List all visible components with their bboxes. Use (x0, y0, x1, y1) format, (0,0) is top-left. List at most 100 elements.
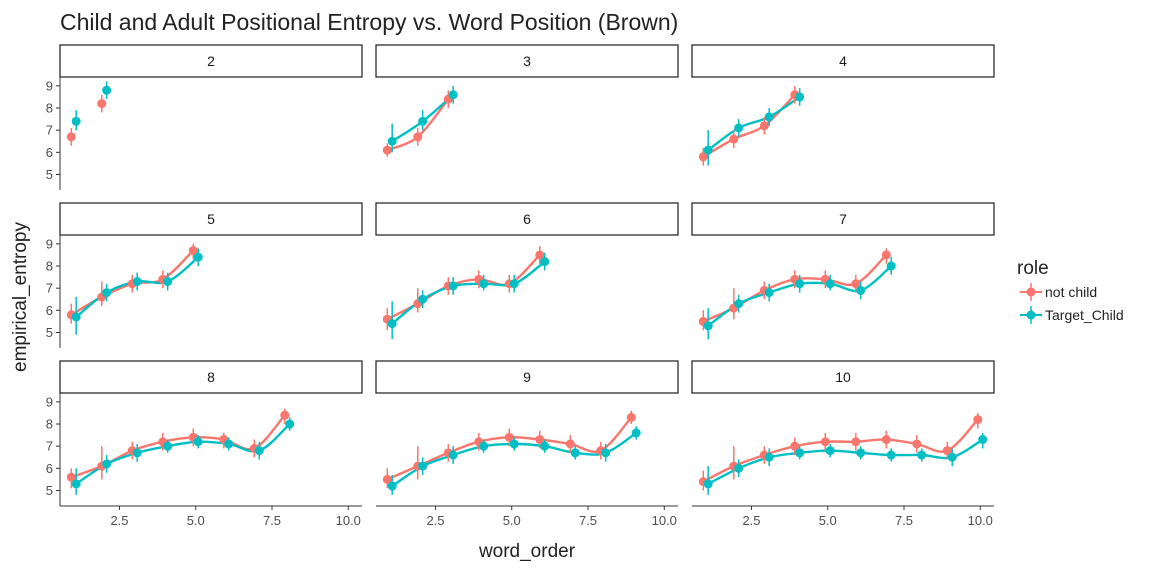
point-target-child (193, 437, 203, 447)
facet-strip (375, 202, 679, 236)
x-tick-label: 7.5 (579, 513, 597, 528)
x-tick-label: 7.5 (263, 513, 281, 528)
x-tick-label: 5.0 (187, 513, 205, 528)
smooth-line-target-child (391, 260, 546, 325)
facet-strip-label: 7 (839, 211, 847, 227)
point-not-child (942, 446, 952, 456)
point-not-child (820, 437, 830, 447)
y-tick-label: 6 (46, 461, 53, 476)
point-not-child (382, 474, 392, 484)
point-not-child (280, 410, 290, 420)
facet-strip (59, 44, 363, 78)
x-tick-label: 10.0 (652, 513, 677, 528)
point-target-child (132, 448, 142, 458)
legend-label-target-child: Target_Child (1045, 307, 1124, 323)
point-not-child (382, 145, 392, 155)
point-target-child (102, 85, 112, 95)
y-tick-label: 9 (46, 394, 53, 409)
point-target-child (978, 435, 988, 445)
point-target-child (795, 279, 805, 289)
x-tick-label: 5.0 (503, 513, 521, 528)
y-tick-label: 6 (46, 145, 53, 160)
point-target-child (254, 446, 264, 456)
x-tick-label: 2.5 (742, 513, 760, 528)
y-tick-label: 5 (46, 483, 53, 498)
point-not-child (413, 132, 423, 142)
x-axis-label: word_order (478, 541, 576, 562)
point-not-child (912, 439, 922, 449)
point-target-child (509, 439, 519, 449)
point-target-child (570, 448, 580, 458)
point-not-child (759, 121, 769, 131)
point-target-child (703, 479, 713, 489)
point-target-child (703, 321, 713, 331)
y-tick-label: 8 (46, 259, 53, 274)
point-not-child (851, 437, 861, 447)
facet-panel-10: 10 2.5 5.0 7.5 10.0 (691, 360, 995, 528)
facet-panel-9: 9 2.5 5.0 7.5 10.0 (375, 360, 679, 528)
y-axis-label: empirical_entropy (10, 222, 31, 372)
facet-panel-7: 7 (691, 202, 995, 340)
x-tick-label: 10.0 (968, 513, 993, 528)
point-target-child (387, 481, 397, 491)
facet-strip (691, 202, 995, 236)
point-not-child (790, 441, 800, 451)
x-tick-label: 7.5 (895, 513, 913, 528)
x-tick-label: 2.5 (426, 513, 444, 528)
point-not-child (881, 250, 891, 260)
point-target-child (71, 312, 81, 322)
point-target-child (479, 279, 489, 289)
point-target-child (479, 441, 489, 451)
point-target-child (163, 441, 173, 451)
x-tick-label: 10.0 (336, 513, 361, 528)
facet-panel-5: 5 5 6 7 8 9 (46, 202, 363, 348)
point-target-child (703, 145, 713, 155)
chart-title: Child and Adult Positional Entropy vs. W… (60, 9, 678, 35)
point-target-child (856, 448, 866, 458)
y-tick-label: 7 (46, 281, 53, 296)
point-target-child (540, 257, 550, 267)
facet-panel-6: 6 (375, 202, 679, 340)
point-target-child (886, 450, 896, 460)
y-tick-label: 5 (46, 167, 53, 182)
point-target-child (734, 463, 744, 473)
point-target-child (418, 116, 428, 126)
point-target-child (795, 92, 805, 102)
facet-strip (375, 360, 679, 394)
point-target-child (917, 450, 927, 460)
point-not-child (66, 472, 76, 482)
x-tick-label: 2.5 (110, 513, 128, 528)
y-tick-label: 8 (46, 101, 53, 116)
facet-strip (59, 202, 363, 236)
point-target-child (886, 261, 896, 271)
point-target-child (825, 279, 835, 289)
point-not-child (698, 152, 708, 162)
point-not-child (973, 415, 983, 425)
smooth-line-not-child (702, 418, 979, 483)
legend-key-target-child (1020, 306, 1042, 324)
point-target-child (418, 461, 428, 471)
point-target-child (734, 299, 744, 309)
point-not-child (188, 246, 198, 256)
legend-label-not-child: not child (1045, 284, 1097, 300)
point-target-child (224, 439, 234, 449)
facet-panels: 2 5 6 7 8 9 3 4 5 5 6 7 8 9 6 7 8 5 6 7 8 9 2.5 5.0 7.5 10.0 9 2.5 5… (46, 44, 995, 528)
y-tick-label: 7 (46, 439, 53, 454)
facet-strip-label: 3 (523, 53, 531, 69)
y-tick-label: 8 (46, 417, 53, 432)
point-target-child (102, 288, 112, 298)
point-target-child (71, 116, 81, 126)
point-not-child (851, 279, 861, 289)
legend-title: role (1017, 258, 1049, 279)
legend: role not child Target_Child (1017, 258, 1124, 324)
point-target-child (947, 452, 957, 462)
facet-strip (691, 44, 995, 78)
smooth-line-not-child (702, 93, 796, 158)
point-target-child (856, 285, 866, 295)
facet-strip (59, 360, 363, 394)
legend-key-not-child (1020, 283, 1042, 301)
point-target-child (764, 452, 774, 462)
point-target-child (764, 112, 774, 122)
y-tick-label: 6 (46, 303, 53, 318)
point-target-child (795, 448, 805, 458)
